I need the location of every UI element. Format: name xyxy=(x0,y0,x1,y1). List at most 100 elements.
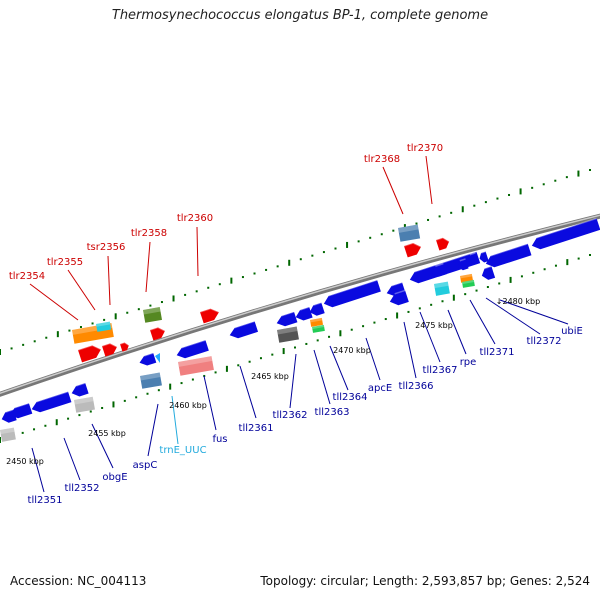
gene-label-ubie: ubiE xyxy=(561,326,583,337)
scale-dot xyxy=(112,401,115,408)
leader-line xyxy=(171,395,179,445)
label-leaders xyxy=(29,155,569,493)
scale-dot xyxy=(184,293,187,296)
scale-dot xyxy=(589,169,591,171)
gene-feature-reverse xyxy=(485,243,532,268)
gene-label-tll2364: tll2364 xyxy=(333,392,368,403)
scale-dot xyxy=(207,286,210,289)
scale-dot xyxy=(396,312,399,319)
gene-feature-forward xyxy=(149,326,166,341)
leader-line xyxy=(203,375,217,431)
scale-dot xyxy=(21,431,24,434)
gene-feature-reverse xyxy=(389,289,409,306)
scale-dot xyxy=(350,328,353,331)
scale-dot xyxy=(407,310,410,313)
gene-label-obge: obgE xyxy=(102,472,127,483)
leader-line xyxy=(403,321,417,379)
scale-dot xyxy=(288,259,291,266)
scale-label: 2475 kbp xyxy=(415,321,453,330)
leader-line xyxy=(31,447,45,493)
gene-feature-reverse xyxy=(0,427,16,442)
scale-dot xyxy=(316,339,319,342)
gene-feature-reverse xyxy=(467,252,479,265)
scale-dot xyxy=(253,272,256,275)
accession-text: Accession: NC_004113 xyxy=(10,574,147,588)
gene-label-tll2367: tll2367 xyxy=(423,365,458,376)
scale-dot xyxy=(328,335,331,338)
gene-label-tlr2358: tlr2358 xyxy=(131,228,167,239)
gene-label-tll2352: tll2352 xyxy=(65,483,100,494)
gene-feature-reverse xyxy=(310,317,324,327)
scale-dot xyxy=(464,293,467,296)
gene-label-tlr2360: tlr2360 xyxy=(177,213,213,224)
gene-feature-forward xyxy=(101,342,118,357)
scale-dot xyxy=(276,265,279,268)
gene-feature-reverse xyxy=(176,339,209,359)
scale-dot xyxy=(294,346,296,349)
scale-dot xyxy=(509,276,512,283)
scale-dot xyxy=(33,428,36,431)
scale-dot xyxy=(44,424,47,427)
scale-dot xyxy=(565,176,568,179)
gene-label-fus: fus xyxy=(212,434,227,445)
gene-feature-reverse xyxy=(409,251,481,284)
leader-line xyxy=(91,423,114,469)
scale-dot xyxy=(78,414,81,417)
gene-feature-reverse xyxy=(139,352,157,366)
gene-feature-reverse xyxy=(457,258,469,271)
gene-feature-forward xyxy=(143,307,162,323)
leader-line xyxy=(365,337,381,381)
scale-dot xyxy=(438,215,441,218)
gene-feature-reverse xyxy=(309,301,325,316)
scale-dot xyxy=(322,251,325,254)
scale-dot xyxy=(135,396,138,399)
scale-dot xyxy=(22,343,25,346)
scale-dot xyxy=(554,264,557,267)
scale-dot xyxy=(384,318,387,321)
scale-dot xyxy=(146,392,149,395)
scale-dot xyxy=(218,283,221,286)
gene-feature-reverse xyxy=(229,320,259,339)
scale-dot xyxy=(55,419,58,426)
gene-label-apce: apcE xyxy=(368,383,392,394)
scale-dot xyxy=(532,271,535,274)
gene-label-tlr2354: tlr2354 xyxy=(9,271,45,282)
gene-feature-reverse xyxy=(531,217,600,250)
scale-dot xyxy=(362,325,365,328)
leader-line xyxy=(289,353,297,409)
scale-label: 2470 kbp xyxy=(333,346,371,355)
leader-line xyxy=(29,283,79,321)
gene-feature-reverse xyxy=(31,390,72,413)
scale-dot xyxy=(305,342,308,345)
leader-line xyxy=(329,345,349,391)
scale-dot xyxy=(33,340,36,343)
scale-dot xyxy=(427,218,430,221)
gene-label-rpe: rpe xyxy=(460,357,477,368)
scale-dot xyxy=(441,300,444,303)
gene-features xyxy=(0,217,600,442)
scale-dot xyxy=(508,193,511,196)
gene-feature-reverse xyxy=(481,265,496,280)
gene-label-aspc: aspC xyxy=(133,460,158,471)
scale-dot xyxy=(137,308,140,311)
scale-dot xyxy=(566,259,569,266)
scale-dot xyxy=(0,437,1,443)
scale-label: 2465 kbp xyxy=(251,372,289,381)
scale-label: 2460 kbp xyxy=(169,401,207,410)
scale-dot xyxy=(230,277,233,284)
scale-dot xyxy=(392,229,395,232)
gene-feature-reverse xyxy=(276,311,298,327)
leader-line xyxy=(499,299,569,325)
scale-dot xyxy=(169,383,172,390)
gene-feature-reverse xyxy=(74,396,95,413)
gene-feature-forward xyxy=(96,321,112,332)
scale-dot xyxy=(237,364,240,367)
scale-dot xyxy=(149,304,152,307)
scale-dot xyxy=(369,236,372,239)
scale-dot xyxy=(373,321,376,324)
scale-dot xyxy=(225,365,228,372)
scale-dot xyxy=(380,233,383,236)
scale-dot xyxy=(475,289,478,292)
scale-dot xyxy=(157,389,160,392)
